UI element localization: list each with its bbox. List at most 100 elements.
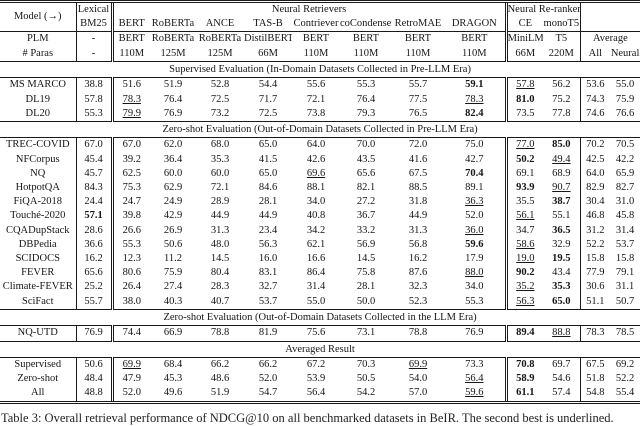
metric-cell: 75.6: [306, 327, 326, 339]
metric-cell: 32.9: [552, 238, 571, 250]
metric-cell: 81.9: [258, 327, 278, 339]
metric-cell: 51.9: [163, 79, 183, 91]
table-row: SciFact 55.7 38.0 40.3 40.7 53.7 55.0 50.0 52.3 5…: [0, 294, 640, 310]
table-body: Supervised Evaluation (In-Domain Dataset…: [0, 60, 640, 404]
model-column-header: [579, 17, 611, 33]
metric-cell: 59.1: [465, 79, 484, 91]
metric-cell: 28.9: [210, 196, 230, 208]
paras-cell: 110M: [353, 47, 379, 59]
metric-cell: 66.9: [163, 327, 183, 339]
metric-cell: 57.4: [543, 386, 581, 404]
metric-cell: 44.9: [408, 210, 428, 222]
metric-cell: 36.5: [552, 224, 571, 236]
metric-cell: 64.0: [579, 166, 611, 182]
plm-row-label: PLM: [26, 33, 49, 45]
metric-cell: 62.9: [163, 182, 183, 194]
dataset-label: SCIDOCS: [15, 253, 60, 265]
metric-cell: 75.8: [356, 267, 376, 279]
metric-cell: 56.3: [504, 294, 544, 310]
metric-cell: 78.8: [210, 327, 230, 339]
plm-cell: BERT: [352, 33, 380, 45]
metric-cell: 31.1: [615, 281, 635, 293]
metric-cell: 68.0: [210, 139, 230, 151]
metric-cell: 76.4: [163, 93, 183, 105]
metric-cell: 52.2: [579, 237, 611, 253]
metric-cell: 89.1: [465, 182, 484, 194]
dataset-label: MS MARCO: [9, 79, 66, 91]
metric-cell: 51.1: [579, 294, 611, 310]
table-row: MS MARCO 38.8 51.6 51.9 52.8 54.4 55.6 55.3 55.7…: [0, 77, 640, 93]
metric-cell: 50.6: [163, 238, 183, 250]
metric-cell: 67.2: [306, 359, 326, 371]
metric-cell: 72.5: [258, 107, 278, 119]
metric-cell: 88.1: [306, 182, 326, 194]
metric-cell: 65.0: [258, 139, 278, 151]
metric-cell: 68.4: [163, 359, 183, 371]
dataset-label: FiQA-2018: [13, 196, 62, 208]
metric-cell: 80.6: [110, 266, 150, 281]
metric-cell: 72.5: [210, 93, 230, 105]
metric-cell: 31.4: [306, 281, 326, 293]
metric-cell: 51.8: [579, 372, 611, 387]
metric-cell: 42.2: [615, 153, 635, 165]
metric-cell: 27.4: [163, 281, 183, 293]
metric-cell: 45.3: [163, 373, 183, 385]
section-band-row: Zero-shot Evaluation (Out-of-Domain Data…: [0, 120, 640, 139]
paras-cell: 110M: [405, 47, 431, 59]
metric-cell: 35.5: [504, 195, 544, 210]
plm-cell: DistilBERT: [244, 33, 292, 45]
model-column-header: [610, 17, 640, 33]
metric-cell: 14.5: [356, 253, 376, 265]
metric-cell: 44.9: [210, 210, 230, 222]
metric-cell: 67.5: [579, 357, 611, 373]
metric-cell: 60.0: [210, 167, 230, 179]
metric-cell: 23.4: [258, 224, 278, 236]
metric-cell: 15.8: [579, 252, 611, 267]
metric-cell: 11.2: [164, 253, 182, 265]
dataset-label: NFCorpus: [15, 153, 60, 165]
metric-cell: 69.1: [504, 166, 544, 182]
metric-cell: 34.0: [306, 196, 326, 208]
metric-cell: 65.0: [258, 167, 278, 179]
header-group-row: Model (→) Lexical Neural Retrievers Neural …: [0, 0, 640, 33]
metric-cell: 14.5: [210, 253, 230, 265]
metric-cell: 17.9: [465, 253, 484, 265]
metric-cell: 69.6: [306, 167, 326, 179]
dataset-label: Climate-FEVER: [2, 281, 73, 293]
paras-cell: All: [579, 46, 611, 62]
group-header: Lexical: [75, 0, 112, 18]
metric-cell: 28.3: [210, 281, 230, 293]
metric-cell: 51.6: [110, 77, 150, 93]
metric-cell: 57.8: [504, 77, 544, 93]
metric-cell: 89.4: [504, 325, 544, 342]
table-row: NFCorpus 45.4 39.2 36.4 35.3 41.5 42.6 43.5 41.6…: [0, 152, 640, 167]
dataset-label: Touché-2020: [10, 210, 66, 222]
metric-cell: 32.7: [258, 281, 278, 293]
metric-cell: 24.9: [163, 196, 183, 208]
plm-cell: BERT: [461, 33, 488, 45]
metric-cell: 60.0: [163, 167, 183, 179]
metric-cell: 45.4: [75, 152, 112, 167]
metric-cell: 55.3: [356, 79, 376, 91]
plm-cell: RoBERTa: [151, 33, 195, 45]
metric-cell: 61.1: [504, 386, 544, 404]
model-column-header: BM25: [75, 17, 112, 33]
metric-cell: 53.9: [306, 373, 326, 385]
model-column-header: DRAGON: [444, 17, 507, 33]
metric-cell: 56.2: [552, 79, 571, 91]
metric-cell: 28.1: [258, 196, 278, 208]
metric-cell: 93.9: [504, 181, 544, 196]
metric-cell: 46.8: [579, 209, 611, 224]
metric-cell: 59.6: [465, 238, 484, 250]
metric-cell: 35.3: [210, 153, 230, 165]
metric-cell: 51.9: [196, 386, 244, 404]
metric-cell: 27.2: [356, 196, 376, 208]
metric-cell: 56.1: [504, 209, 544, 224]
metric-cell: 54.7: [244, 386, 292, 404]
table-row: CQADupStack 28.6 26.6 26.9 31.3 23.4 34.2 33.2 3…: [0, 223, 640, 238]
benchmark-results-table: Model (→) Lexical Neural Retrievers Neural …: [0, 0, 640, 404]
metric-cell: 41.5: [258, 153, 278, 165]
dataset-label: NQ-UTD: [17, 327, 58, 339]
metric-cell: 49.4: [552, 153, 571, 165]
